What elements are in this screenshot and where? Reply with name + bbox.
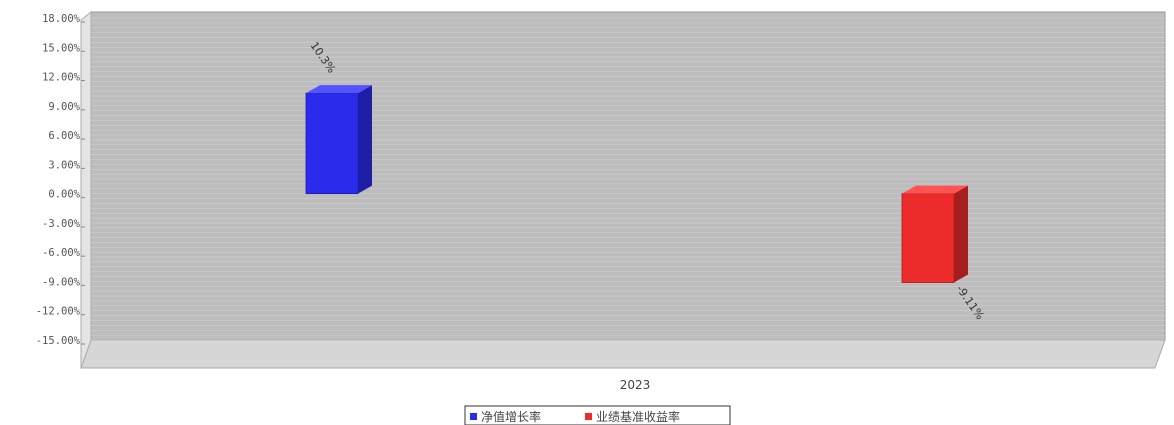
bar-side bbox=[358, 85, 372, 194]
y-tick-label: 6.00% bbox=[48, 130, 80, 142]
x-tick-label: 2023 bbox=[620, 378, 651, 392]
y-tick-label: -6.00% bbox=[42, 247, 81, 259]
legend-label-series-1: 净值增长率 bbox=[481, 409, 541, 424]
bar-front bbox=[305, 92, 359, 195]
y-tick-label: -3.00% bbox=[42, 218, 81, 230]
legend-box bbox=[464, 405, 731, 425]
legend-swatch-series-1 bbox=[470, 413, 477, 420]
y-tick-label: 18.00% bbox=[42, 13, 81, 25]
legend-swatch-series-2 bbox=[585, 413, 592, 420]
y-tick-label: -15.00% bbox=[36, 335, 81, 347]
x-axis: 2023 bbox=[620, 378, 651, 392]
bar-1: 10.3% bbox=[305, 39, 372, 195]
y-tick-label: -9.00% bbox=[42, 276, 81, 288]
legend-label-series-2: 业绩基准收益率 bbox=[596, 409, 680, 424]
bar-top bbox=[306, 85, 372, 94]
plot-background bbox=[90, 11, 1166, 341]
y-tick-label: 15.00% bbox=[42, 42, 81, 54]
plot-area bbox=[80, 10, 1166, 369]
y-axis: 18.00% 15.00% 12.00% 9.00% 6.00% 3.00% 0.00% -3… bbox=[36, 13, 85, 347]
legend: 净值增长率 业绩基准收益率 bbox=[464, 405, 731, 425]
bars: 10.3%-9.11% bbox=[305, 39, 987, 322]
y-tick-label: 12.00% bbox=[42, 72, 81, 84]
bar-front bbox=[901, 193, 955, 283]
y-tick-label: 0.00% bbox=[48, 189, 80, 201]
y-tick-label: 3.00% bbox=[48, 159, 80, 171]
y-tick-label: 9.00% bbox=[48, 101, 80, 113]
bar-top bbox=[902, 185, 968, 194]
plot-floor bbox=[80, 339, 1166, 369]
y-tick-label: -12.00% bbox=[36, 306, 81, 318]
bar-side bbox=[954, 185, 968, 283]
